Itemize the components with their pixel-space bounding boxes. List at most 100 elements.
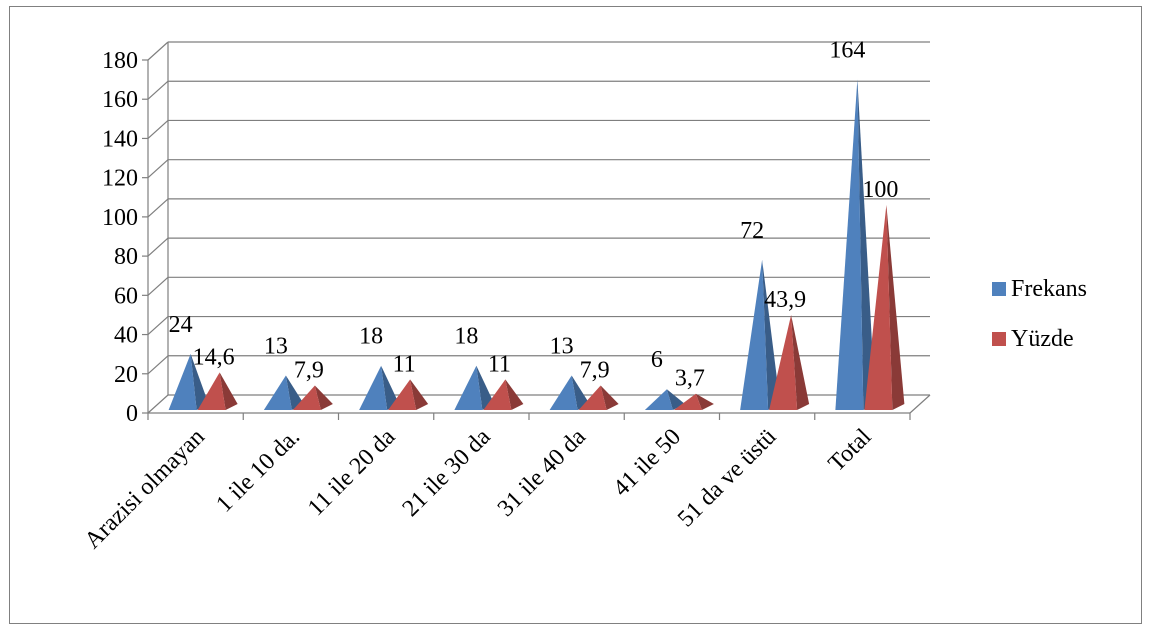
y-tick-label: 60: [114, 283, 138, 309]
pyramid-front-face: [454, 365, 483, 410]
pyramid-front-face: [483, 379, 512, 410]
pyramid-bar: [835, 79, 876, 410]
legend-swatch: [992, 332, 1006, 346]
data-label-frekans: 164: [829, 37, 865, 63]
pyramid-side-face: [505, 379, 524, 410]
pyramid-front-face: [168, 353, 197, 410]
pyramid-side-face: [762, 259, 781, 410]
chart-frame: [9, 6, 1142, 624]
data-label-frekans: 72: [740, 218, 764, 244]
data-label-frekans: 18: [454, 324, 478, 350]
pyramid-bar: [549, 375, 590, 410]
side-gridline: [147, 276, 169, 296]
data-label-yuzde: 14,6: [193, 344, 235, 370]
side-gridline: [147, 80, 169, 100]
pyramid-bar: [644, 389, 685, 410]
pyramid-side-face: [219, 372, 238, 410]
side-gridline: [147, 237, 169, 257]
data-label-frekans: 13: [264, 334, 288, 360]
data-label-frekans: 18: [359, 324, 383, 350]
axes: 0 20 40 60 80 100 120 140 160 180: [102, 42, 931, 427]
pyramid-side-face: [285, 375, 304, 410]
data-label-frekans: 13: [550, 334, 574, 360]
pyramid-bar: [168, 353, 209, 410]
pyramid-front-face: [769, 314, 798, 410]
data-label-yuzde: 11: [488, 351, 511, 377]
floor-edge: [909, 394, 931, 414]
pyramid-side-face: [571, 375, 590, 410]
x-tick-label: Total: [824, 424, 877, 477]
data-label-yuzde: 7,9: [294, 358, 324, 384]
data-label-yuzde: 7,9: [580, 358, 610, 384]
pyramid-front-face: [673, 393, 702, 410]
x-tick-label: 51 da ve üstü: [673, 424, 781, 532]
side-gridline: [147, 316, 169, 336]
pyramid-side-face: [600, 385, 619, 410]
legend: Frekans Yüzde: [992, 276, 1087, 352]
pyramid-front-face: [644, 389, 673, 410]
pyramid-front-face: [864, 204, 893, 410]
legend-label: Frekans: [1011, 276, 1087, 302]
pyramid-side-face: [666, 389, 685, 410]
pyramid-front-face: [740, 259, 769, 410]
data-label-yuzde: 3,7: [675, 366, 705, 392]
y-tick-label: 160: [102, 87, 138, 113]
pyramid-front-face: [835, 79, 864, 410]
pyramid-side-face: [410, 379, 429, 410]
pyramid-bar: [454, 365, 495, 410]
data-label-yuzde: 43,9: [764, 287, 806, 313]
data-label-yuzde: 100: [862, 177, 898, 203]
pyramid-bar: [388, 379, 429, 410]
y-tick-label: 120: [102, 166, 138, 192]
pyramid-front-face: [388, 379, 417, 410]
pyramid-front-face: [292, 385, 321, 410]
pyramid-bar: [578, 385, 619, 410]
y-tick-label: 20: [114, 362, 138, 388]
pyramid-bar: [483, 379, 524, 410]
pyramid-front-face: [197, 372, 226, 410]
pyramid-bar: [864, 204, 905, 410]
pyramid-bar: [740, 259, 781, 410]
pyramid-side-face: [381, 365, 400, 410]
x-tick-label: 41 ile 50: [608, 424, 686, 502]
pyramid-side-face: [886, 204, 905, 410]
pyramid-side-face: [314, 385, 333, 410]
y-tick-label: 180: [102, 48, 138, 74]
pyramid-bar: [673, 393, 714, 410]
pyramid-front-face: [549, 375, 578, 410]
side-gridline: [147, 198, 169, 218]
pyramid-front-face: [359, 365, 388, 410]
side-gridline: [147, 159, 169, 179]
pyramid-bar: [197, 372, 238, 410]
x-tick-label: 1 ile 10 da.: [211, 424, 305, 518]
side-gridline: [147, 119, 169, 139]
y-tick-label: 80: [114, 244, 138, 270]
pyramid-bar: [359, 365, 400, 410]
data-label-yuzde: 11: [393, 351, 416, 377]
side-gridline: [147, 394, 169, 414]
x-tick-label: 21 ile 30 da: [398, 424, 496, 522]
category-labels: Arazisi olmayan 1 ile 10 da.11 ile 20 da2…: [80, 424, 877, 554]
pyramid-side-face: [190, 353, 209, 410]
x-tick-label: Arazisi olmayan: [80, 424, 210, 554]
side-gridline: [147, 41, 169, 61]
pyramid-bar: [292, 385, 333, 410]
y-tick-label: 40: [114, 323, 138, 349]
x-tick-label: 11 ile 20 da: [303, 424, 401, 522]
pyramid-bar: [769, 314, 810, 410]
y-tick-label: 100: [102, 205, 138, 231]
pyramid-side-face: [476, 365, 495, 410]
y-tick-label: 0: [126, 401, 138, 427]
legend-swatch: [992, 282, 1006, 296]
legend-label: Yüzde: [1011, 326, 1074, 352]
data-label-frekans: 24: [169, 312, 193, 338]
y-tick-label: 140: [102, 126, 138, 152]
side-gridline: [147, 355, 169, 375]
pyramid-front-face: [263, 375, 292, 410]
pyramid-bar: [263, 375, 304, 410]
x-tick-label: 31 ile 40 da: [493, 424, 591, 522]
pyramid-front-face: [578, 385, 607, 410]
data-label-frekans: 6: [651, 347, 663, 373]
